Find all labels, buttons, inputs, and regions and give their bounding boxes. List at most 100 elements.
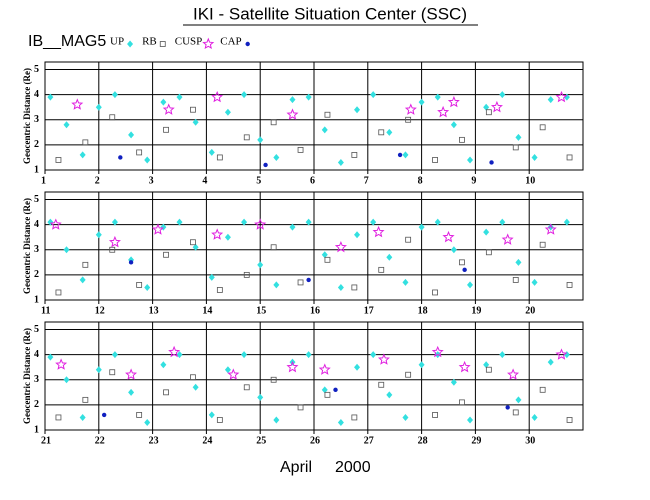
point	[144, 156, 151, 164]
point	[467, 416, 474, 424]
point	[539, 241, 546, 248]
point	[432, 289, 438, 296]
x-tick-label: 19	[471, 305, 481, 316]
point	[208, 411, 215, 419]
x-tick-label: 29	[471, 435, 481, 446]
point	[378, 266, 385, 273]
point	[544, 223, 557, 235]
point	[71, 98, 84, 110]
point	[241, 351, 248, 359]
point	[257, 136, 264, 144]
point	[354, 106, 361, 114]
point	[176, 351, 183, 359]
point	[47, 93, 54, 101]
point	[321, 251, 328, 259]
point	[450, 246, 457, 254]
point	[216, 154, 223, 161]
point	[386, 128, 393, 136]
point	[305, 93, 312, 101]
point	[499, 218, 506, 226]
point	[512, 409, 519, 416]
point	[243, 384, 250, 391]
point	[324, 256, 331, 263]
x-tick-label: 24	[202, 435, 212, 446]
point	[402, 278, 409, 286]
point	[515, 133, 522, 141]
point	[431, 345, 444, 358]
point	[273, 281, 280, 289]
point	[450, 121, 457, 129]
point	[224, 108, 231, 116]
point	[95, 103, 102, 111]
x-tick-label: 12	[95, 305, 105, 316]
point	[208, 148, 215, 156]
point	[418, 98, 425, 106]
point	[483, 361, 490, 369]
point	[418, 223, 425, 231]
point	[108, 235, 121, 248]
point	[432, 412, 438, 418]
point	[176, 93, 183, 101]
point	[386, 391, 393, 399]
point	[370, 91, 377, 99]
legend-marker	[127, 40, 134, 48]
point	[208, 273, 215, 281]
point	[289, 223, 296, 231]
y-tick-label: 5	[34, 64, 39, 75]
point	[128, 388, 135, 396]
point	[55, 414, 62, 421]
x-tick-label: 22	[95, 435, 105, 446]
point	[118, 155, 123, 160]
point	[79, 151, 86, 159]
point	[224, 366, 231, 374]
point	[257, 393, 264, 401]
point	[176, 218, 183, 226]
x-tick-label: 14	[202, 305, 212, 316]
point	[318, 363, 331, 375]
point	[459, 399, 465, 406]
point	[136, 282, 143, 288]
legend-marker	[245, 41, 250, 47]
point	[489, 160, 494, 165]
point	[270, 119, 277, 126]
month-label: April	[280, 459, 312, 476]
point	[286, 360, 299, 373]
y-tick-label: 1	[34, 164, 39, 175]
point	[462, 267, 467, 273]
point	[162, 103, 175, 115]
x-tick-label: 26	[310, 435, 320, 446]
point	[109, 369, 116, 376]
point	[515, 258, 522, 266]
point	[539, 124, 546, 131]
y-tick-label: 1	[34, 424, 39, 435]
point	[434, 218, 441, 226]
point	[405, 236, 412, 243]
point	[334, 241, 347, 253]
point	[490, 100, 503, 113]
x-tick-label: 15	[256, 305, 266, 316]
point	[163, 389, 169, 396]
point	[351, 414, 358, 421]
point	[547, 96, 554, 104]
point	[499, 91, 506, 99]
x-tick-label: 11	[41, 305, 50, 316]
point	[55, 289, 62, 296]
y-axis-label: Geocentric Distance (Re)	[22, 328, 32, 424]
x-tick-label: 4	[202, 175, 207, 186]
point	[372, 225, 385, 238]
point	[111, 218, 118, 226]
point	[136, 149, 143, 156]
point	[337, 418, 344, 426]
point	[434, 93, 441, 101]
point	[211, 228, 224, 240]
x-tick-label: 27	[364, 435, 374, 446]
point	[305, 351, 312, 359]
point	[47, 353, 54, 361]
point	[49, 218, 62, 230]
point	[563, 218, 570, 226]
point	[144, 418, 151, 426]
point	[404, 103, 417, 115]
point	[467, 281, 474, 289]
y-tick-label: 5	[34, 324, 39, 335]
